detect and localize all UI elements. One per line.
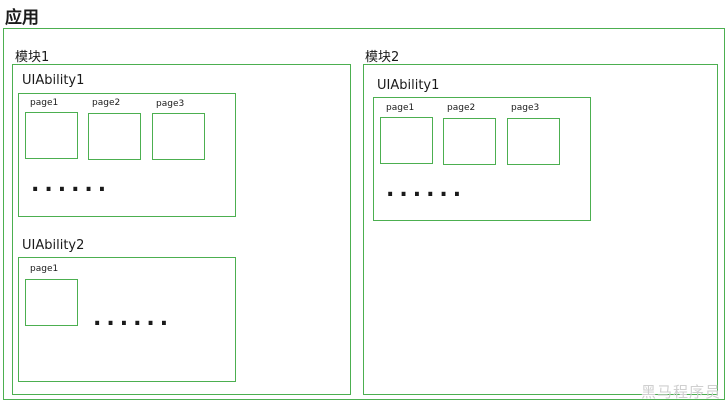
m1-ability2-title: UIAbility2 <box>22 238 85 253</box>
m1-a1-ellipsis: ...... <box>31 172 112 197</box>
m1-ability1-container <box>18 93 236 217</box>
module2-container <box>363 64 718 395</box>
m2-a1-page3-box <box>507 118 560 165</box>
module1-title: 模块1 <box>15 50 50 65</box>
m2-a1-page1-box <box>380 117 433 164</box>
watermark: 黑马程序员 <box>640 383 721 401</box>
m1-a1-page2-label: page2 <box>92 98 121 108</box>
m2-a1-page3-label: page3 <box>511 103 540 113</box>
app-container <box>3 28 725 400</box>
m1-ability1-title: UIAbility1 <box>22 73 85 88</box>
m2-a1-page1-label: page1 <box>386 103 415 113</box>
m1-a1-page3-label: page3 <box>156 99 185 109</box>
module2-title: 模块2 <box>365 50 400 65</box>
m2-a1-page2-box <box>443 118 496 165</box>
m1-a2-page1-box <box>25 279 78 326</box>
app-title: 应用 <box>5 8 39 28</box>
m1-a2-ellipsis: ...... <box>93 306 174 331</box>
m1-a1-page1-box <box>25 112 78 159</box>
m2-ability1-title: UIAbility1 <box>377 78 440 93</box>
module1-container <box>12 64 351 395</box>
m1-a2-page1-label: page1 <box>30 264 59 274</box>
m1-a1-page3-box <box>152 113 205 160</box>
m2-a1-page2-label: page2 <box>447 103 476 113</box>
m1-ability2-container <box>18 257 236 382</box>
m2-a1-ellipsis: ...... <box>386 177 467 202</box>
m1-a1-page1-label: page1 <box>30 98 59 108</box>
m2-ability1-container <box>373 97 591 221</box>
m1-a1-page2-box <box>88 113 141 160</box>
